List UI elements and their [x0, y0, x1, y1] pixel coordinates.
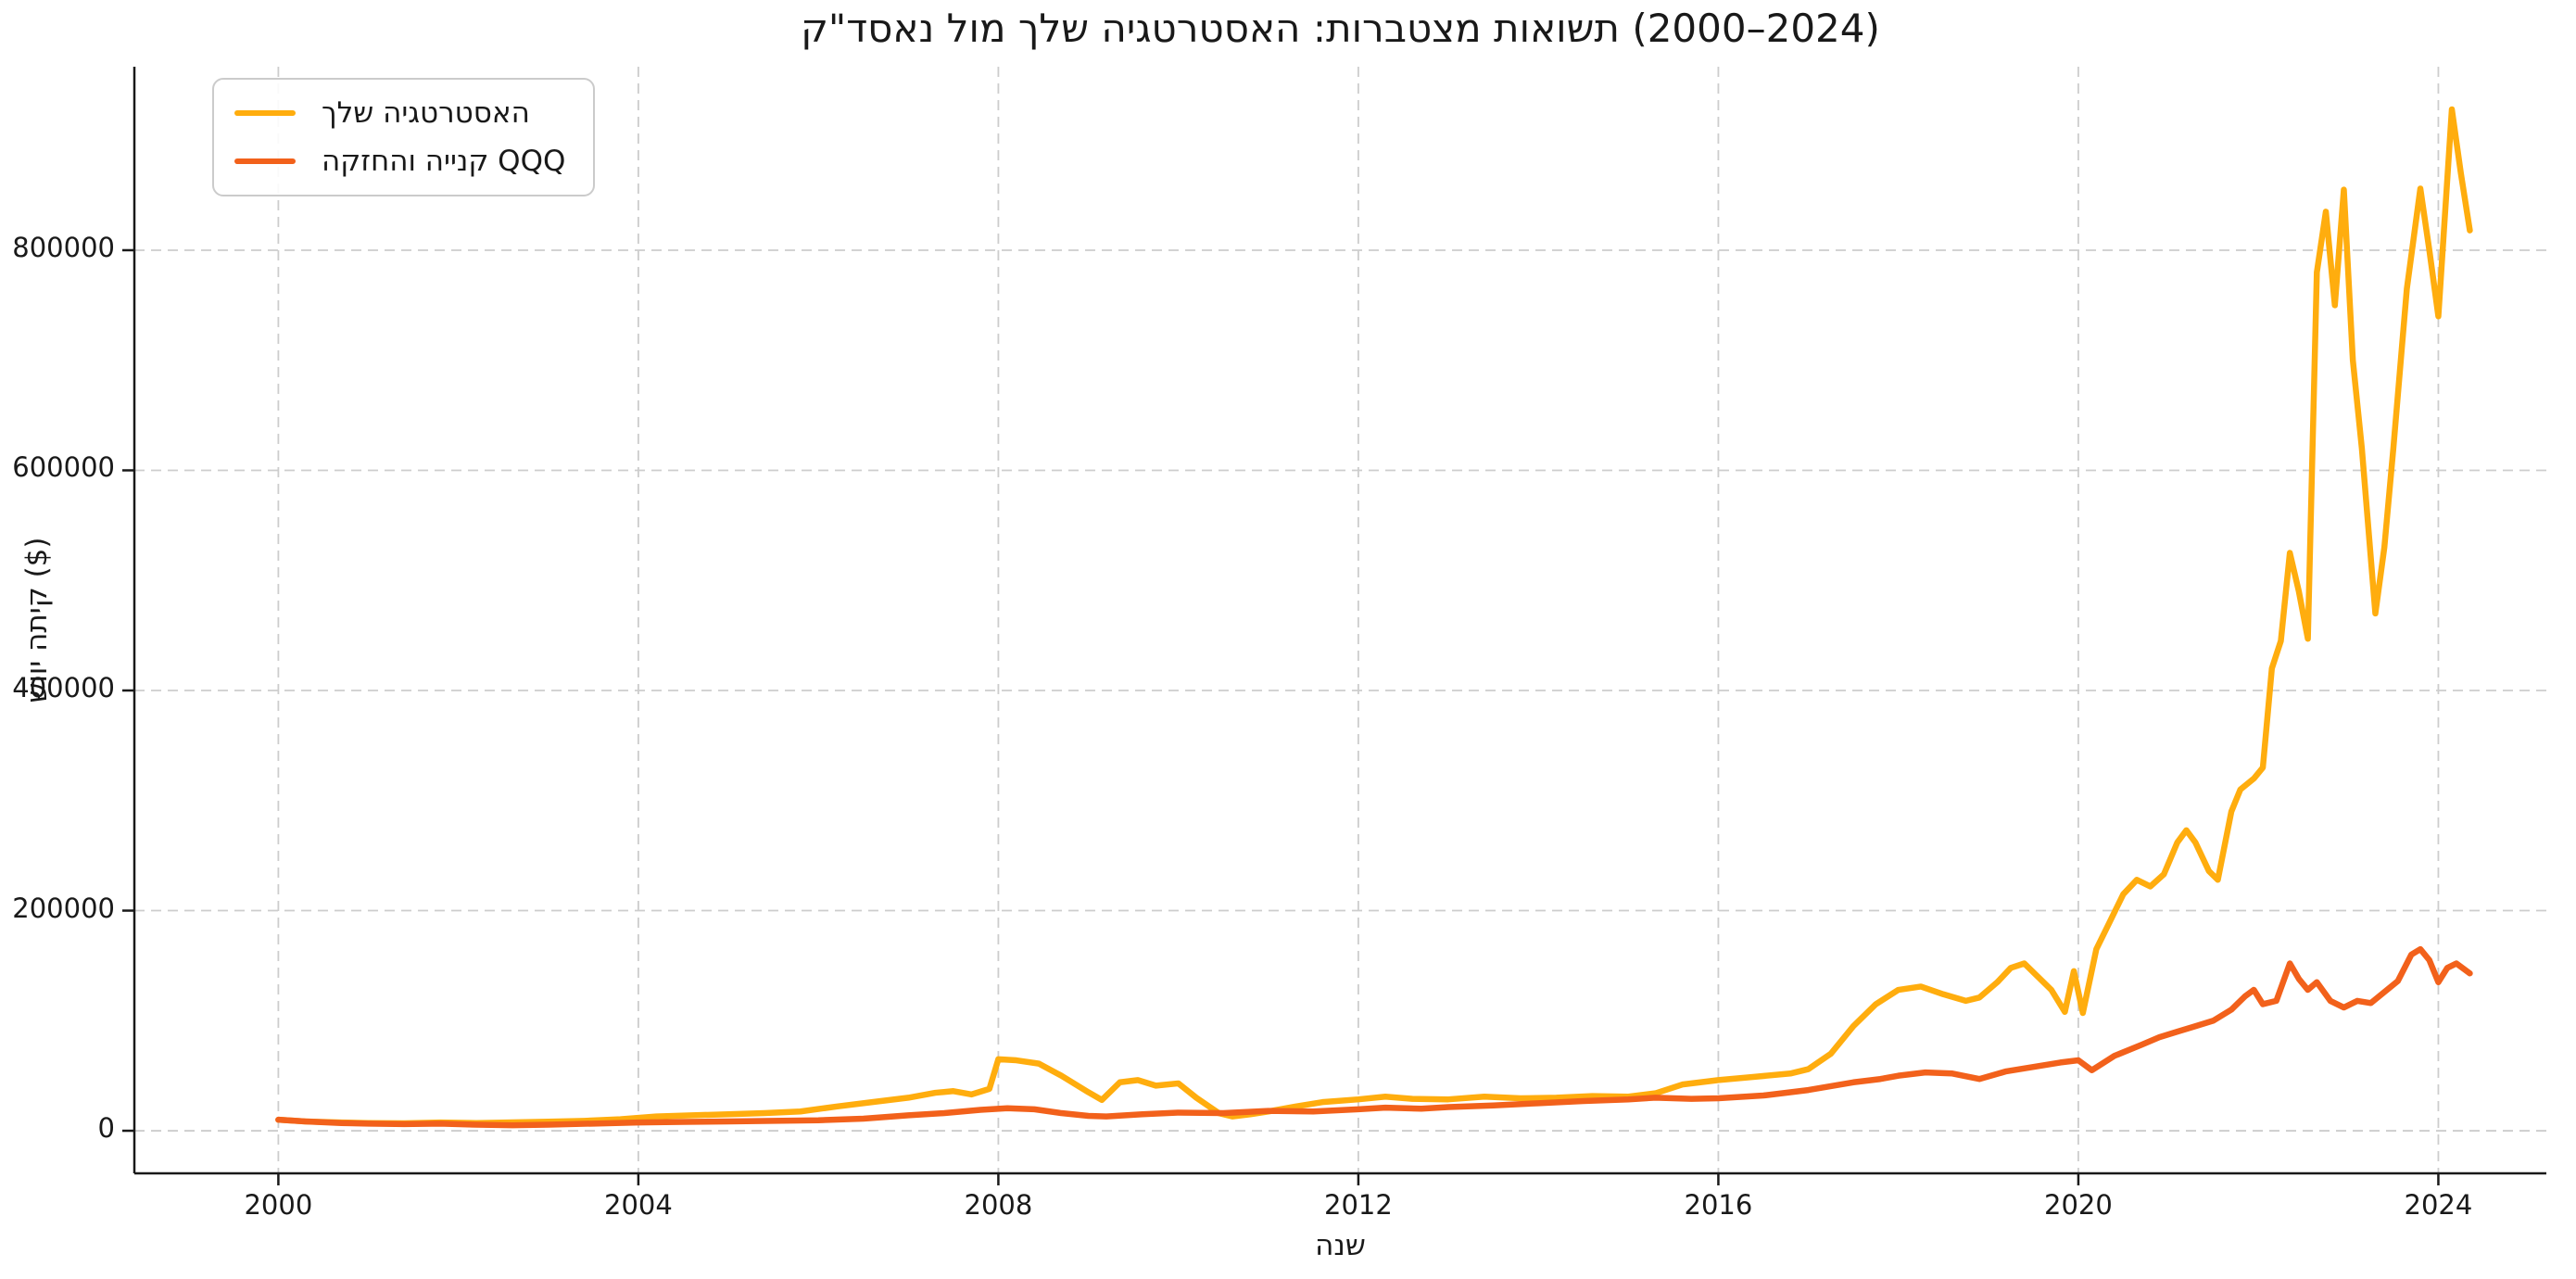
x-tick-label: 2016: [1684, 1189, 1753, 1221]
x-tick-label: 2012: [1324, 1189, 1393, 1221]
qqq-line: [275, 945, 2473, 1129]
legend: ךלש היגטרטסאה הקזחהו היינק QQQ: [212, 78, 596, 196]
y-tick-label: 800000: [12, 231, 115, 263]
strategy-line: [275, 106, 2473, 1127]
legend-item-strategy: ךלש היגטרטסאה: [234, 96, 565, 130]
y-tick-label: 200000: [12, 892, 115, 924]
x-axis-label: הנש: [1315, 1229, 1366, 1262]
x-tick-label: 2020: [2044, 1189, 2113, 1221]
y-tick-label: 400000: [12, 672, 115, 703]
x-tick-label: 2004: [604, 1189, 673, 1221]
chart-title: ק"דסאנ לומ ךלש היגטרטסאה :תורבטצמ תואושת…: [801, 6, 1880, 51]
x-tick-label: 2024: [2404, 1189, 2473, 1221]
legend-label-qqq: הקזחהו היינק QQQ: [322, 145, 566, 178]
y-tick-label: 600000: [12, 451, 115, 484]
legend-label-strategy: ךלש היגטרטסאה: [322, 96, 530, 130]
legend-item-qqq: הקזחהו היינק QQQ: [234, 145, 565, 178]
y-tick-label: 0: [97, 1112, 115, 1145]
x-tick-label: 2000: [244, 1189, 313, 1221]
x-tick-label: 2008: [964, 1189, 1033, 1221]
qqq-line-swatch-icon: [234, 158, 296, 164]
strategy-line-swatch-icon: [234, 110, 296, 116]
